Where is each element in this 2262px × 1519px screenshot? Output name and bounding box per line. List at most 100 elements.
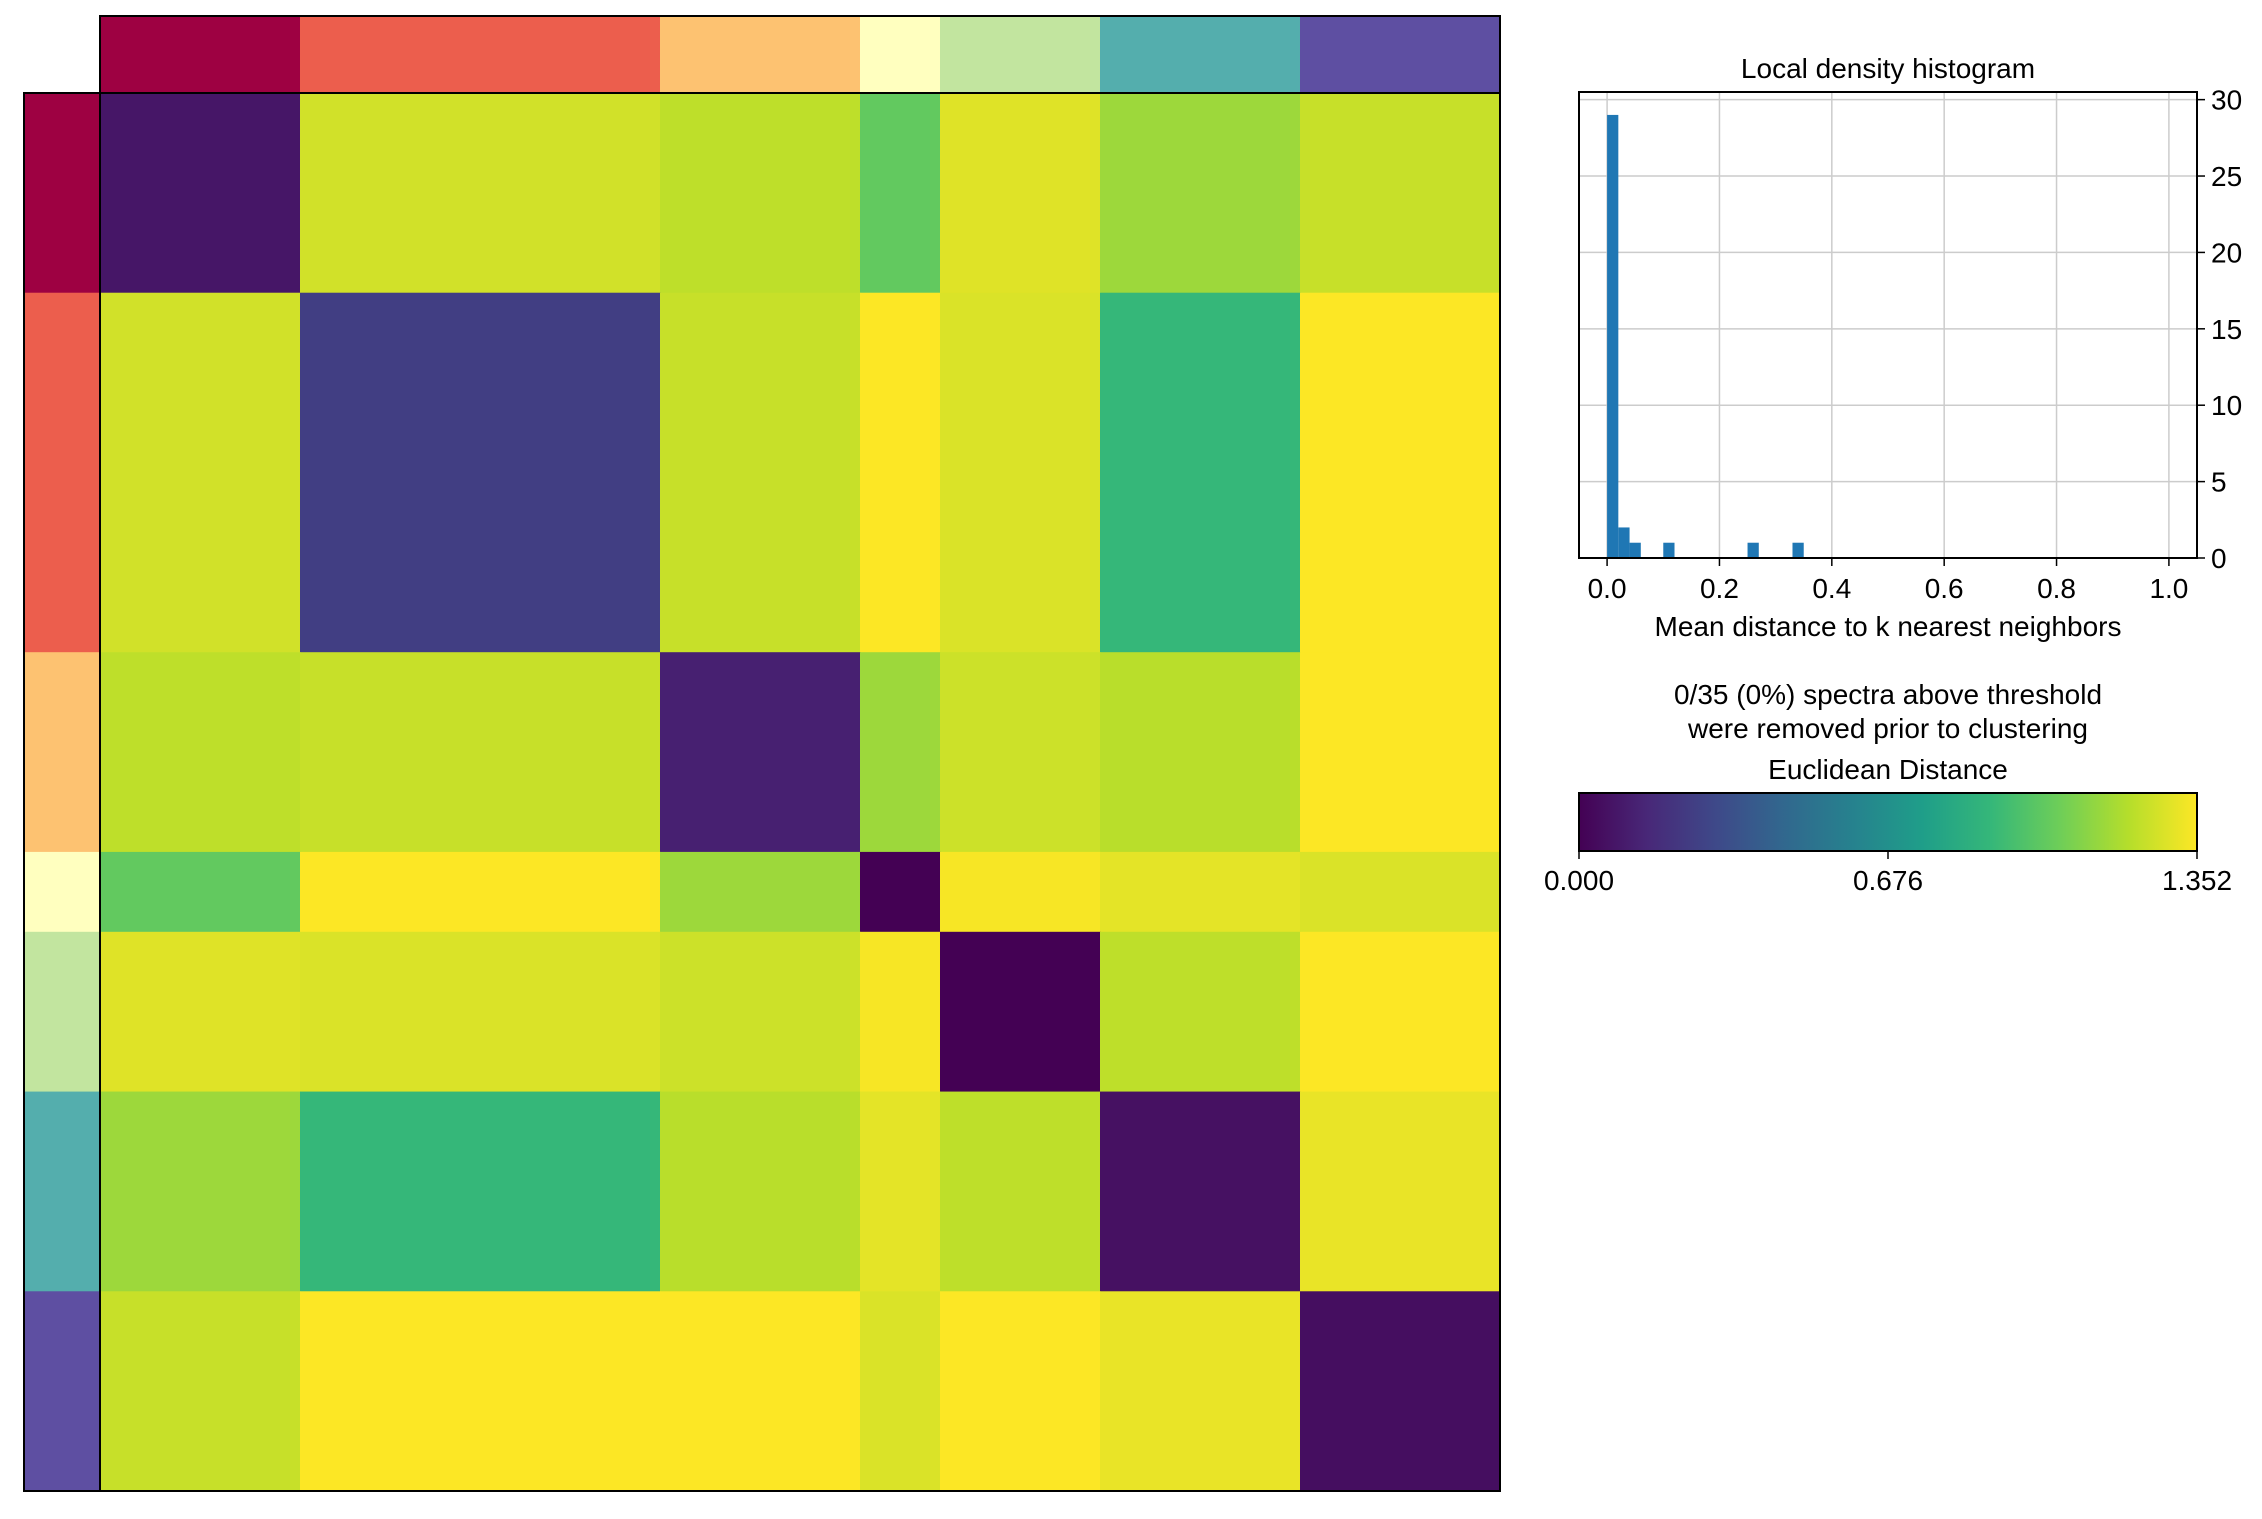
histogram-x-tick-label: 1.0 [2149,573,2188,604]
histogram-bar [1618,527,1630,558]
heatmap-cell [300,93,661,294]
heatmap-cell [1300,652,1501,853]
colorbar-ticks: 0.000 0.676 1.352 [1544,851,2232,896]
heatmap-cell [1300,1291,1501,1492]
histogram-y-tick-label: 0 [2211,543,2227,574]
cluster-bar-top-segment [1100,16,1301,93]
cluster-bar-left-segment [24,1291,100,1492]
cluster-bar-top-segment [100,16,301,93]
cluster-bar-left-segment [24,851,100,933]
heatmap-cell [1100,1091,1301,1292]
local-density-histogram: Local density histogram 0.0 0.2 0.4 0.6 0.8 1… [1578,53,2242,642]
histogram-x-tick-label: 0.8 [2037,573,2076,604]
heatmap-cell [860,931,941,1093]
distance-colorbar: 0/35 (0%) spectra above threshold were r… [1544,679,2232,896]
heatmap-cell [1300,851,1501,933]
colorbar-gradient [1578,792,2198,852]
heatmap-cell [100,1291,301,1492]
cluster-bar-left-segment [24,292,100,653]
heatmap-cell [1100,1291,1301,1492]
histogram-frame [1578,91,2198,559]
histogram-y-tick-label: 15 [2211,314,2242,345]
cluster-bar-top-segment [300,16,661,93]
heatmap-cell [860,292,941,653]
heatmap-cell [1300,93,1501,294]
heatmap-cell [100,292,301,653]
histogram-y-tick-label: 25 [2211,161,2242,192]
histogram-title: Local density histogram [1741,53,2035,84]
histogram-x-tick-label: 0.4 [1812,573,1851,604]
histogram-bar [1747,542,1759,558]
cluster-color-bar-left [24,93,100,1492]
heatmap-cell [940,931,1101,1093]
heatmap-cell [860,652,941,853]
consensus-heatmap [23,15,1501,1492]
colorbar-label: Euclidean Distance [1768,754,2008,785]
heatmap-cell [300,931,661,1093]
heatmap-cell [940,652,1101,853]
heatmap-cell [860,851,941,933]
heatmap-cell [1100,851,1301,933]
heatmap-cell [940,292,1101,653]
histogram-y-tick-label: 10 [2211,390,2242,421]
heatmap-cell [100,93,301,294]
histogram-bar [1607,114,1619,558]
cluster-bar-top-segment [1300,16,1501,93]
heatmap-cell [1100,931,1301,1093]
histogram-bars [1607,114,1804,558]
histogram-plot-area [1579,92,2197,558]
heatmap-cell [940,1291,1101,1492]
histogram-y-ticks: 0 5 10 15 20 25 30 [2197,85,2242,574]
histogram-x-tick-label: 0.2 [1700,573,1739,604]
heatmap-frame [99,92,1501,1492]
heatmap-cell [300,851,661,933]
heatmap-cell [660,1091,861,1292]
heatmap-cell [660,931,861,1093]
heatmap-cell [940,93,1101,294]
cluster-bar-top-segment [660,16,861,93]
heatmap-cell [100,931,301,1093]
heatmap-cell [100,652,301,853]
histogram-y-tick-label: 20 [2211,237,2242,268]
histogram-x-tick-label: 0.6 [1925,573,1964,604]
cluster-bar-top-segment [860,16,941,93]
heatmap-cell [660,1291,861,1492]
heatmap-cell [300,1291,661,1492]
heatmap-cell [860,1091,941,1292]
histogram-y-tick-label: 30 [2211,85,2242,116]
heatmap-cell [1300,931,1501,1093]
cluster-bar-left-segment [24,931,100,1093]
histogram-bar [1792,542,1804,558]
histogram-x-tick-label: 0.0 [1588,573,1627,604]
histogram-bar [1629,542,1641,558]
histogram-bar [1663,542,1675,558]
heatmap-cell [1100,292,1301,653]
heatmap-cell [660,93,861,294]
heatmap-cell [860,93,941,294]
heatmap-cell [1300,292,1501,653]
heatmap-cell [1100,93,1301,294]
heatmap-cell [660,292,861,653]
colorbar-tick-label: 0.676 [1853,865,1923,896]
cluster-bar-left-segment [24,652,100,853]
heatmap-cell [100,851,301,933]
heatmap-cell [1300,1091,1501,1292]
threshold-note-line1: 0/35 (0%) spectra above threshold [1674,679,2102,710]
heatmap-cell [940,851,1101,933]
heatmap-cell [100,1091,301,1292]
heatmap-cell [300,1091,661,1292]
heatmap-cell [300,652,661,853]
cluster-color-bar-top [100,16,1501,93]
heatmap-cell [660,851,861,933]
cluster-bar-top-segment [940,16,1101,93]
histogram-y-tick-label: 5 [2211,467,2227,498]
heatmap-cell [940,1091,1101,1292]
colorbar-tick-label: 0.000 [1544,865,1614,896]
colorbar-tick-label: 1.352 [2162,865,2232,896]
heatmap-cell [660,652,861,853]
threshold-note-line2: were removed prior to clustering [1687,713,2088,744]
cluster-bar-left-segment [24,93,100,294]
heatmap-cell [1100,652,1301,853]
